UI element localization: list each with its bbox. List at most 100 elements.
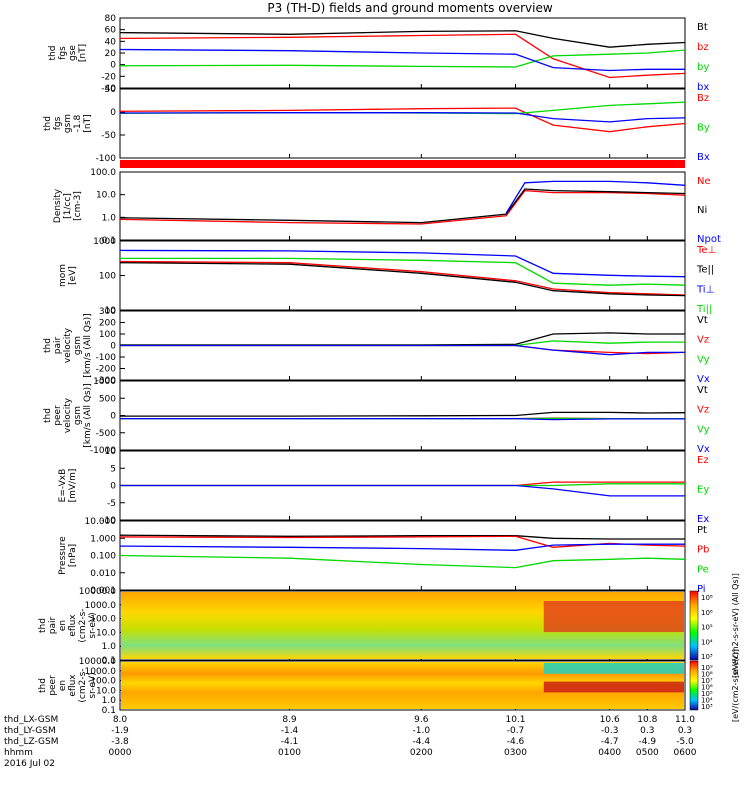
spectrogram-region xyxy=(543,663,684,674)
y-axis-label: gsm xyxy=(73,336,83,355)
y-tick-label: 0.1 xyxy=(102,706,116,716)
x-axis-value: -4.1 xyxy=(281,737,299,747)
y-tick-label: 100 xyxy=(99,272,116,282)
x-axis-value: -4.6 xyxy=(507,737,525,747)
series-Npot xyxy=(505,180,686,214)
colorbar-tick: 10⁶ xyxy=(701,609,713,617)
y-axis-label: pair xyxy=(48,616,58,634)
legend-entry: Ni xyxy=(697,205,707,216)
x-axis-value: 0000 xyxy=(109,748,132,758)
y-tick-label: 0.001 xyxy=(90,586,116,596)
spin-band xyxy=(120,160,685,168)
x-axis-value: 10.1 xyxy=(505,715,525,725)
y-tick-label: 0.010 xyxy=(90,569,116,579)
y-axis-label: [km/s (All Qs)] xyxy=(83,383,93,447)
y-tick-label: -300 xyxy=(96,376,117,386)
y-axis-label: fgs xyxy=(53,116,63,130)
series-Ex xyxy=(120,484,685,497)
x-axis-value: -5.0 xyxy=(676,737,694,747)
y-axis-label: eflux xyxy=(68,614,78,637)
y-axis-label: [eV] xyxy=(68,266,78,285)
y-axis-label: sr-eV) xyxy=(88,612,98,638)
y-axis-label: gsm xyxy=(63,114,73,133)
y-tick-label: 10.0 xyxy=(96,686,116,696)
y-tick-label: -5 xyxy=(107,499,116,509)
y-axis-label: en xyxy=(58,680,68,691)
y-tick-label: 0.1 xyxy=(102,656,116,666)
y-tick-label: -1000 xyxy=(90,446,116,456)
y-tick-label: -10 xyxy=(101,516,116,526)
x-axis-value: 9.6 xyxy=(414,715,429,725)
y-axis-label: [nT] xyxy=(83,114,93,132)
y-tick-label: 0 xyxy=(110,61,116,71)
y-axis-label: peer xyxy=(53,405,63,426)
colorbar-tick: 10³ xyxy=(701,653,713,661)
colorbar-tick: 10⁶ xyxy=(701,684,713,692)
x-axis-value: -4.7 xyxy=(601,737,619,747)
panel-density: Density [1/cc] [cm-3] 100.0 10.0 1.0 0.1 Ne Ni Np… xyxy=(53,168,721,246)
y-tick-label: 10000.0 xyxy=(79,657,116,667)
colorbar-tick: 10⁴ xyxy=(701,697,713,705)
legend-entry: Te⊥ xyxy=(696,245,716,256)
legend-entry: Pt xyxy=(697,525,707,536)
x-axis-value: 11.0 xyxy=(675,715,695,725)
y-tick-label: 100.0 xyxy=(90,615,116,625)
x-axis-value: 0500 xyxy=(636,748,659,758)
y-tick-label: 0.1 xyxy=(102,236,116,246)
panel-peer_velocity: thd peer velocity gsm [km/s (All Qs)]1000 500… xyxy=(43,377,710,456)
series-Te|| xyxy=(119,262,686,297)
x-axis-value: 0200 xyxy=(410,748,433,758)
legend-entry: Pb xyxy=(697,545,709,556)
y-tick-label: -50 xyxy=(101,131,116,141)
y-tick-label: -100 xyxy=(96,154,117,164)
y-axis-label: [mV/m] xyxy=(68,469,78,503)
panel-pair_spec: thd pair en eflux (cm2-s-sr-eV)10000.01000.0… xyxy=(38,573,740,678)
y-axis-label: Density xyxy=(53,188,63,223)
y-tick-label: 1000 xyxy=(93,377,116,387)
colorbar-label: [eV/(cm2-s-sr-eV)] xyxy=(731,649,740,722)
y-axis-label: [km/s (All Qs)] xyxy=(83,313,93,377)
colorbar xyxy=(689,660,699,711)
y-tick-label: 10.000 xyxy=(85,517,117,527)
series-Pt xyxy=(119,534,685,540)
y-tick-label: 0.100 xyxy=(90,552,116,562)
y-axis-label: -1.8 xyxy=(73,114,83,132)
x-axis-value: -1.4 xyxy=(281,726,299,736)
y-axis-label: peer xyxy=(48,675,58,696)
legend-entry: Bt xyxy=(697,22,708,33)
y-tick-label: 100.0 xyxy=(90,168,116,178)
y-axis-label: [nPa] xyxy=(68,544,78,567)
legend-entry: Vy xyxy=(697,354,710,365)
x-axis-value: -0.7 xyxy=(507,726,525,736)
y-axis-label: E=-VxB xyxy=(58,469,68,503)
colorbar-tick: 10⁷ xyxy=(701,677,713,685)
colorbar-tick: 10⁴ xyxy=(701,638,713,646)
y-axis-label: pair xyxy=(53,336,63,354)
figure-title: P3 (TH-D) fields and ground moments over… xyxy=(267,1,552,15)
series-Bz xyxy=(119,107,686,133)
y-tick-label: -100 xyxy=(96,353,117,363)
y-axis-label: thd xyxy=(48,46,58,61)
y-tick-label: 1.000 xyxy=(90,534,116,544)
y-tick-label: 1.0 xyxy=(102,213,117,223)
y-axis-label: velocity xyxy=(63,327,73,363)
y-tick-label: -500 xyxy=(96,429,117,439)
x-axis-row-label: hhmm xyxy=(4,748,33,758)
x-axis-value: 10.8 xyxy=(637,715,657,725)
legend-entry: Pi xyxy=(697,584,706,595)
y-axis-label: en xyxy=(58,620,68,631)
y-tick-label: 20 xyxy=(105,49,117,59)
y-axis-label: (cm2-s- xyxy=(78,608,88,642)
y-axis-label: thd xyxy=(43,116,53,131)
colorbar-label: [eV/(cm2-s-sr-eV) (All Qs)] xyxy=(731,573,740,678)
panel-pressure: Pressure [nPa] 10.000 1.000 0.100 0.010 0.001 P… xyxy=(58,517,709,596)
series-Pi xyxy=(119,543,685,551)
legend-entry: Pe xyxy=(697,564,709,575)
legend-entry: Vt xyxy=(697,315,708,326)
y-axis-label: [1/cc] xyxy=(63,193,73,219)
y-axis-label: thd xyxy=(38,618,48,633)
series-bx xyxy=(119,48,685,72)
